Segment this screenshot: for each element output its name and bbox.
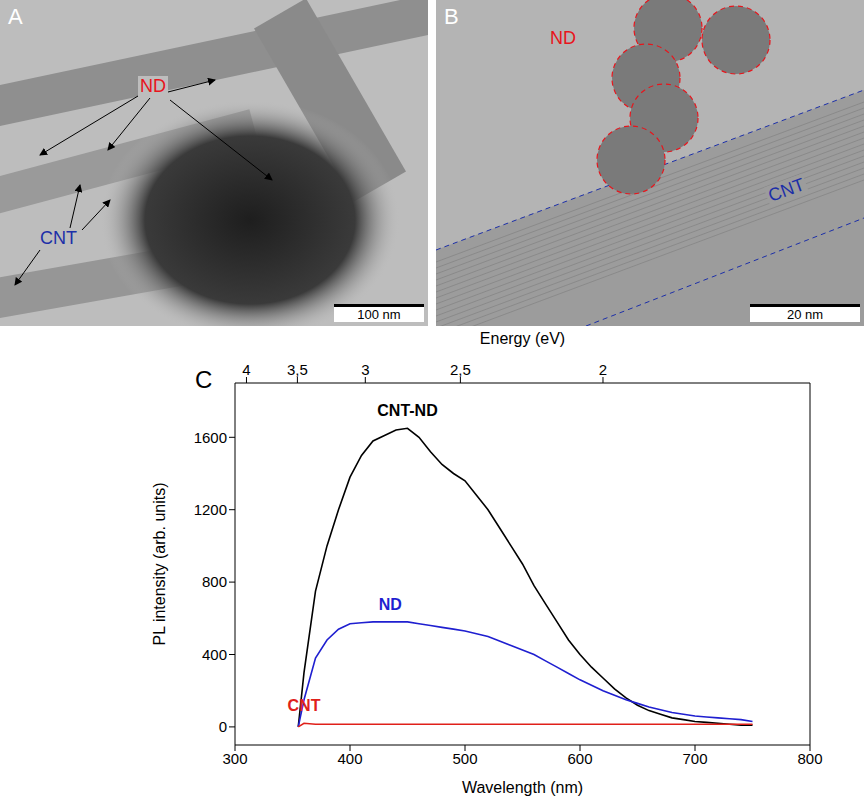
html-text:CNT: CNT <box>40 228 77 248</box>
html-text:ND: ND <box>550 28 576 48</box>
html-text:20 nm: 20 nm <box>786 307 824 322</box>
html-text:C: C <box>195 366 213 393</box>
svg-text:CNT: CNT <box>288 697 321 714</box>
svg-text:500: 500 <box>452 750 477 767</box>
svg-text:400: 400 <box>337 750 362 767</box>
svg-text:400: 400 <box>202 646 227 663</box>
html-text:A: A <box>8 4 23 29</box>
svg-text:1200: 1200 <box>194 501 227 518</box>
svg-text:800: 800 <box>202 573 227 590</box>
html-text:ND: ND <box>140 76 166 96</box>
svg-text:700: 700 <box>682 750 707 767</box>
svg-text:Wavelength (nm): Wavelength (nm) <box>462 779 583 796</box>
svg-text:800: 800 <box>797 750 822 767</box>
svg-text:3,5: 3,5 <box>287 361 308 378</box>
svg-text:ND: ND <box>379 596 402 613</box>
svg-text:PL intensity (arb. units): PL intensity (arb. units) <box>151 482 168 645</box>
svg-text:2,5: 2,5 <box>450 361 471 378</box>
svg-text:600: 600 <box>567 750 592 767</box>
html-text:CNT: CNT <box>765 174 808 206</box>
svg-text:3: 3 <box>361 361 369 378</box>
svg-text:300: 300 <box>222 750 247 767</box>
svg-text:4: 4 <box>242 361 250 378</box>
svg-text:0: 0 <box>219 718 227 735</box>
svg-text:Energy (eV): Energy (eV) <box>480 330 565 347</box>
html-text:B: B <box>444 4 459 29</box>
svg-text:2: 2 <box>599 361 607 378</box>
svg-text:CNT-ND: CNT-ND <box>377 402 437 419</box>
html-text:100 nm: 100 nm <box>357 307 401 322</box>
svg-text:1600: 1600 <box>194 429 227 446</box>
